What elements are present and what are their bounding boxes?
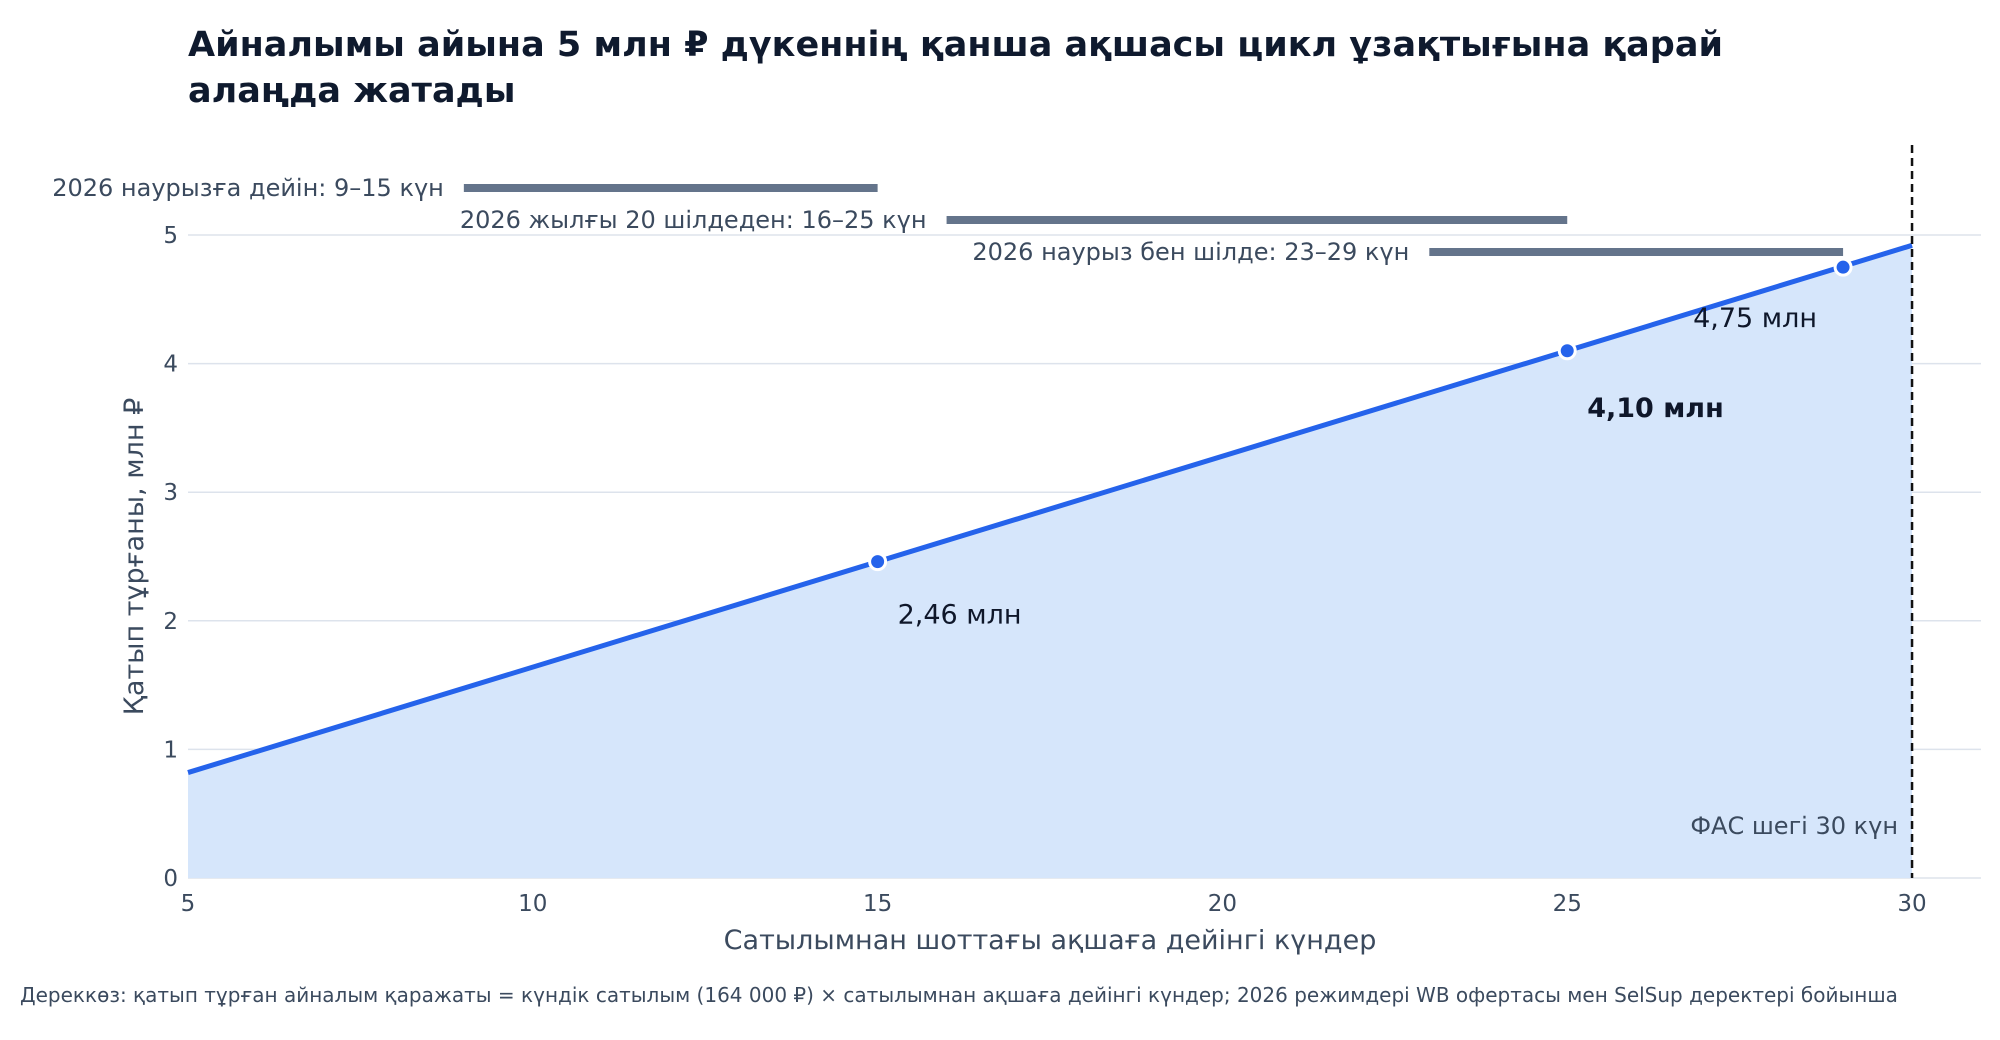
data-label: 4,75 млн [1693,303,1817,334]
data-label: 2,46 млн [898,600,1022,631]
x-axis-title: Сатылымнан шоттағы ақшаға дейінгі күндер [724,925,1377,956]
y-tick-label: 4 [163,352,178,378]
chart-title: Айналымы айына 5 млн ₽ дүкеннің қанша ақ… [188,25,1723,111]
x-tick-label: 10 [518,891,547,917]
x-tick-label: 25 [1553,891,1582,917]
data-point [1833,257,1853,277]
y-tick-label: 5 [163,223,178,249]
regime-label: 2026 жылғы 20 шілдеден: 16–25 күн [460,206,927,234]
y-axis-title: Қатып тұрғаны, млн ₽ [119,398,150,716]
x-tick-label: 5 [181,891,196,917]
regime-label: 2026 наурыз бен шілде: 23–29 күн [972,238,1409,266]
x-tick-label: 15 [863,891,892,917]
data-label: 4,10 млн [1587,393,1724,424]
x-tick-label: 30 [1897,891,1926,917]
series-line [187,242,1913,775]
reference-line-label: ФАС шегі 30 күн [1690,812,1898,840]
y-tick-label: 3 [163,480,178,506]
data-point [868,552,888,572]
y-tick-label: 1 [163,737,178,763]
x-tick-label: 20 [1208,891,1237,917]
y-tick-label: 0 [163,866,178,892]
regime-label: 2026 наурызға дейін: 9–15 күн [52,174,444,202]
data-point [1557,341,1577,361]
series-area-fill [188,245,1913,878]
source-footnote: Дереккөз: қатып тұрған айналым қаражаты … [20,983,1898,1007]
y-tick-label: 2 [163,609,178,635]
